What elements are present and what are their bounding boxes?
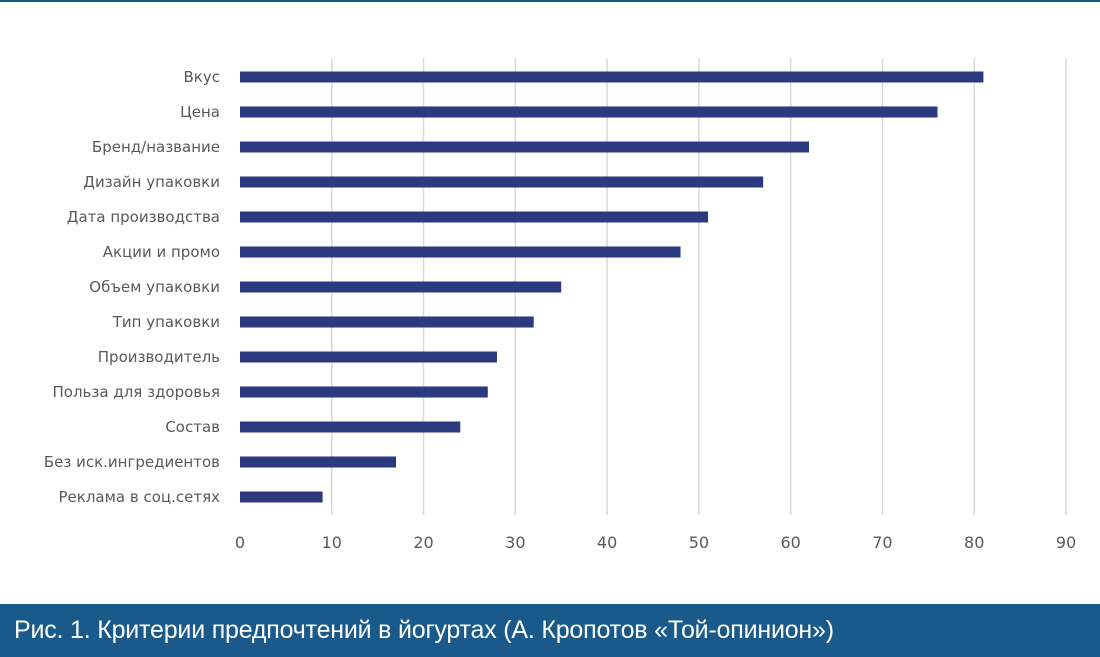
bar <box>240 281 562 293</box>
x-tick-label: 10 <box>322 533 342 552</box>
category-label: Объем упаковки <box>89 278 220 296</box>
x-tick-label: 70 <box>872 533 892 552</box>
x-tick-labels: 0 10 20 30 40 50 60 70 80 90 <box>235 533 1076 552</box>
x-tick-label: 30 <box>505 533 525 552</box>
category-label: Цена <box>180 103 220 121</box>
bar-layer <box>240 71 984 503</box>
bar <box>240 176 764 188</box>
bar <box>240 351 497 363</box>
x-tick-label: 0 <box>235 533 245 552</box>
category-labels: Вкус Цена Бренд/название Дизайн упаковки Дат… <box>44 68 220 506</box>
category-label: Без иск.ингредиентов <box>44 453 220 471</box>
bar <box>240 246 681 258</box>
category-label: Акции и промо <box>103 243 220 261</box>
bar <box>240 211 709 223</box>
bar <box>240 456 397 468</box>
bar <box>240 106 938 118</box>
x-tick-label: 90 <box>1056 533 1076 552</box>
category-label: Польза для здоровья <box>53 383 221 401</box>
bar <box>240 421 461 433</box>
bar-chart: Вкус Цена Бренд/название Дизайн упаковки Дат… <box>44 58 1076 552</box>
x-tick-label: 50 <box>689 533 709 552</box>
x-tick-label: 60 <box>780 533 800 552</box>
category-label: Бренд/название <box>92 138 220 156</box>
category-label: Дата производства <box>67 208 220 226</box>
bar <box>240 386 488 398</box>
x-tick-label: 80 <box>964 533 984 552</box>
category-label: Реклама в соц.сетях <box>58 488 220 506</box>
category-label: Производитель <box>98 348 220 366</box>
category-label: Состав <box>165 418 220 436</box>
bar <box>240 491 323 503</box>
category-label: Тип упаковки <box>112 313 220 331</box>
bar <box>240 71 984 83</box>
bar <box>240 316 534 328</box>
x-tick-label: 40 <box>597 533 617 552</box>
category-label: Дизайн упаковки <box>83 173 220 191</box>
x-tick-label: 20 <box>413 533 433 552</box>
figure-caption: Рис. 1. Критерии предпочтений в йогуртах… <box>14 616 834 644</box>
bar <box>240 141 810 153</box>
caption-bar: Рис. 1. Критерии предпочтений в йогуртах… <box>0 604 1100 657</box>
category-label: Вкус <box>184 68 220 86</box>
grid-layer <box>331 58 1067 515</box>
top-rule <box>0 0 1100 2</box>
